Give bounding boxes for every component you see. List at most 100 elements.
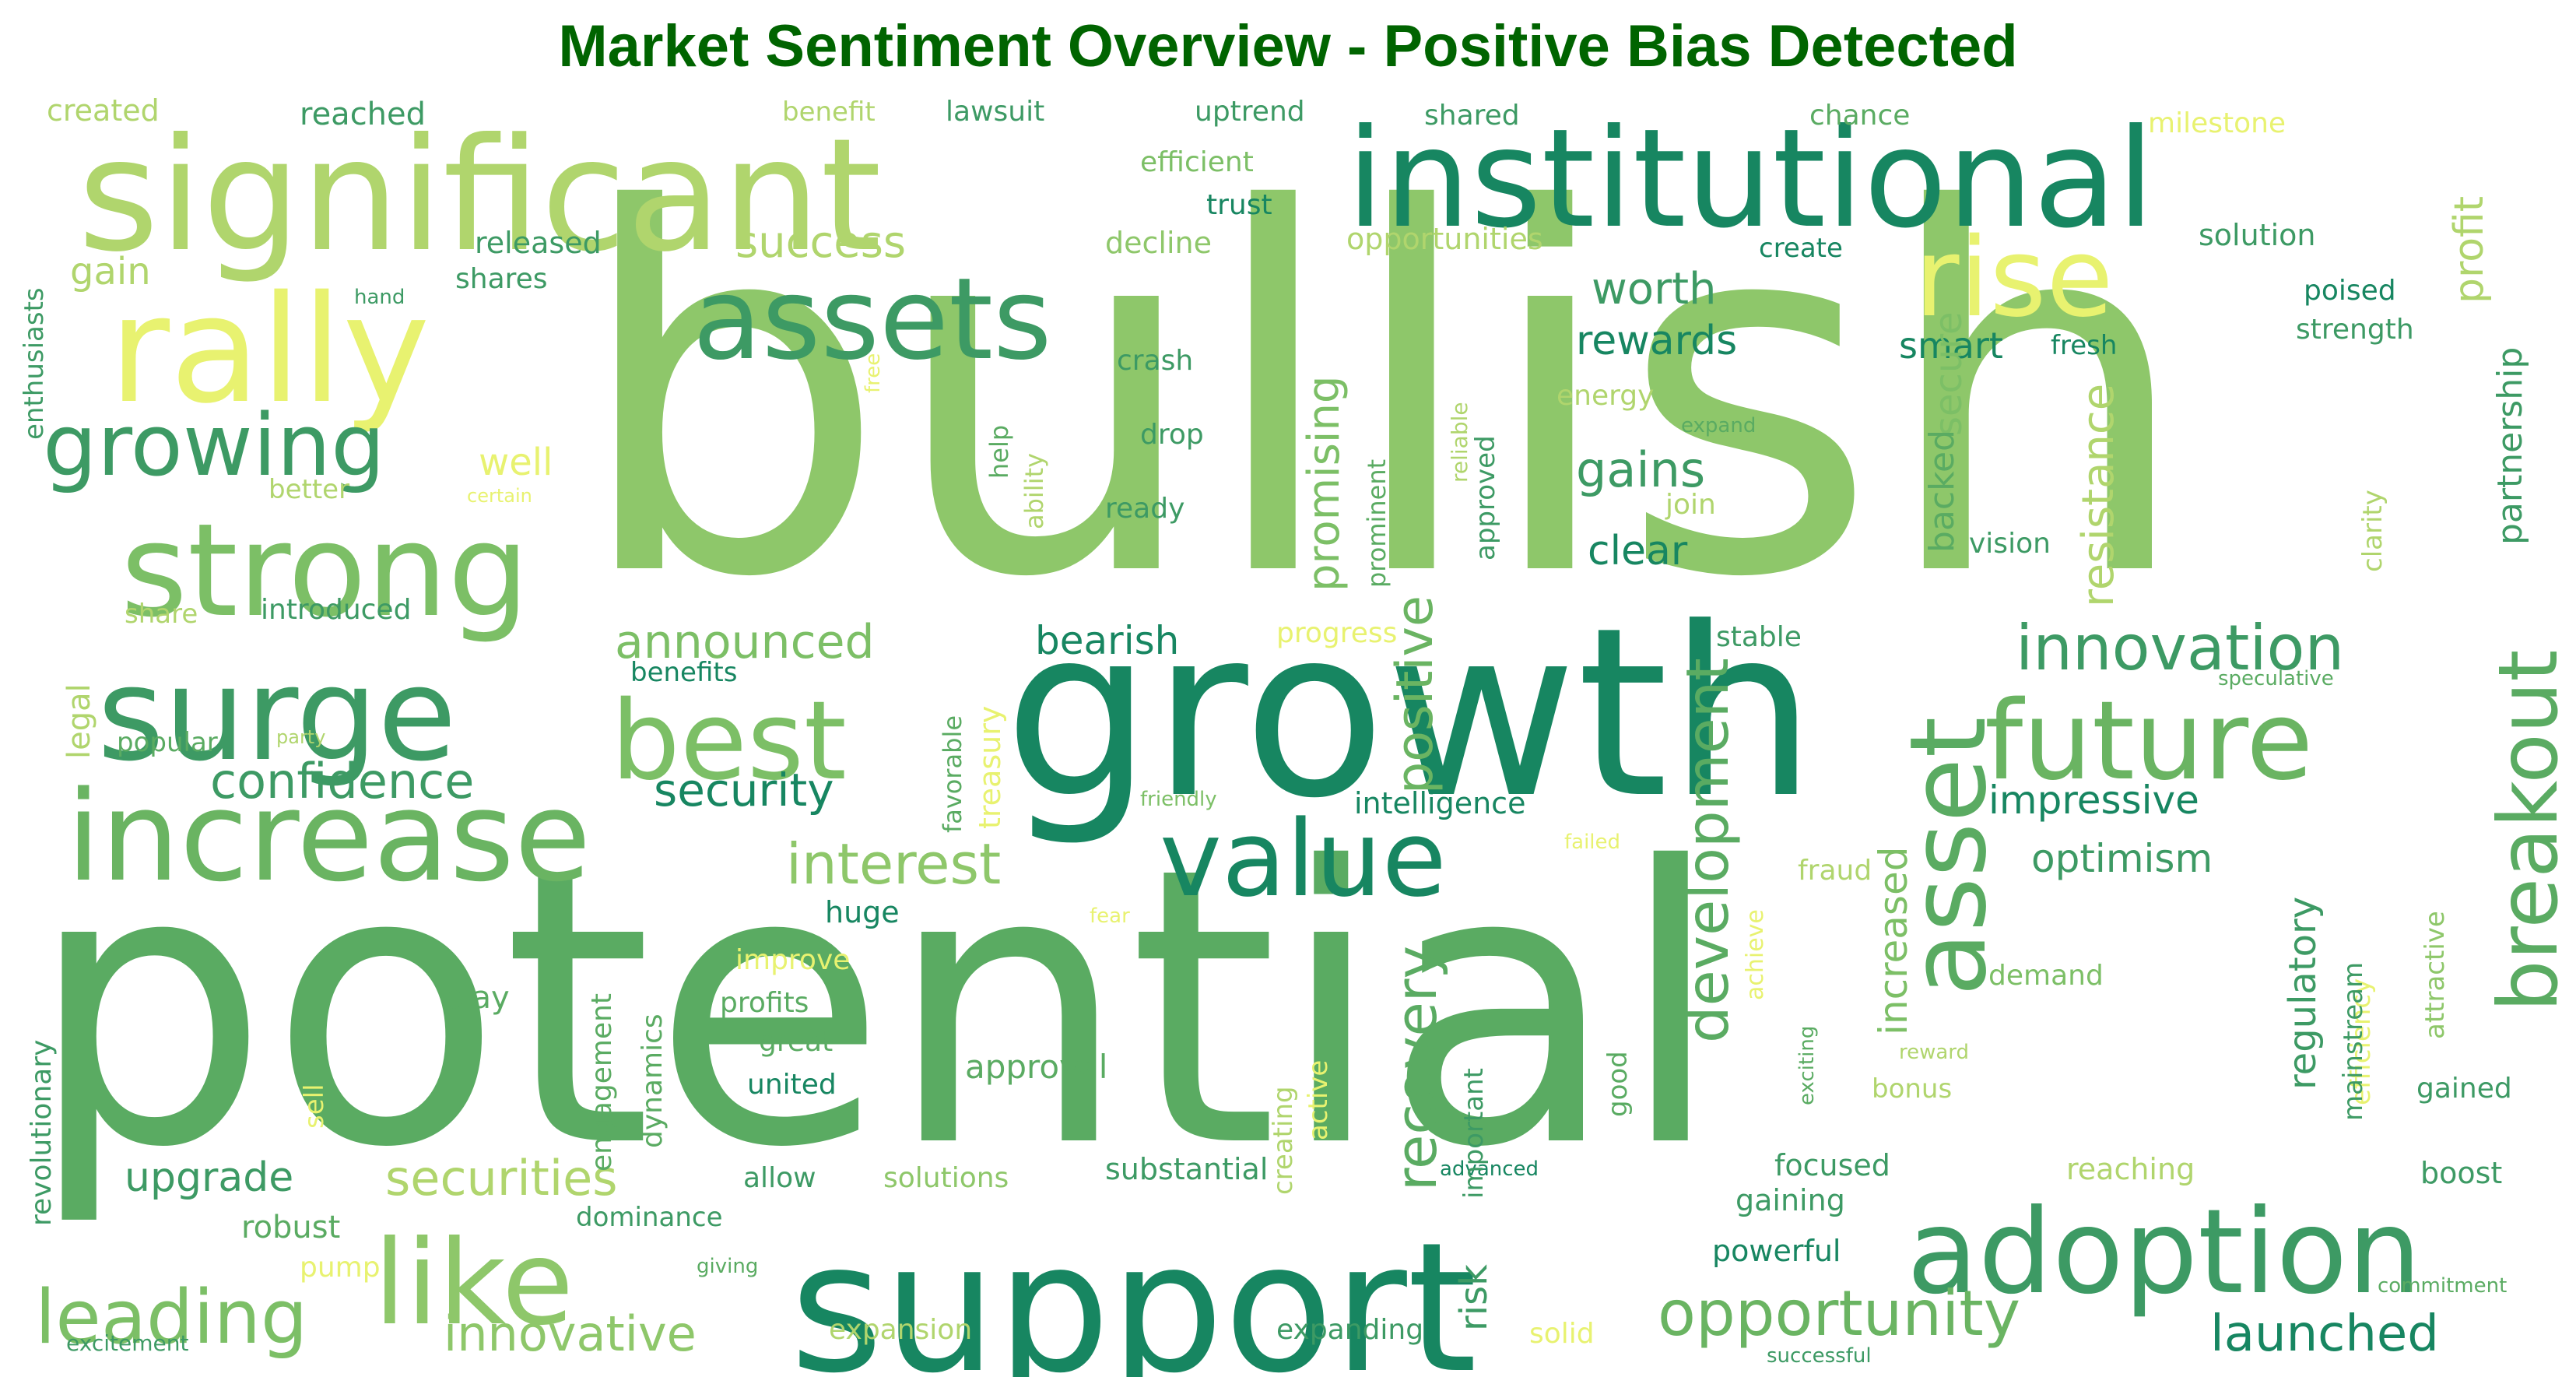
word-leading: leading — [35, 1275, 307, 1361]
word-growth: growth — [1004, 578, 1816, 849]
word-regulatory: regulatory — [2281, 897, 2325, 1090]
word-worth: worth — [1592, 264, 1717, 314]
word-rise: rise — [1914, 215, 2114, 342]
word-well: well — [479, 441, 553, 484]
word-ability: ability — [1020, 453, 1049, 529]
word-hand: hand — [354, 286, 405, 309]
word-expanding: expanding — [1276, 1314, 1423, 1346]
word-exciting: exciting — [1795, 1026, 1819, 1105]
word-certain: certain — [467, 485, 532, 507]
word-increased: increased — [1871, 847, 1916, 1035]
word-benefits: benefits — [630, 657, 737, 688]
word-strength: strength — [2296, 314, 2414, 346]
word-improve: improve — [735, 944, 850, 976]
word-expansion: expansion — [829, 1314, 972, 1346]
word-reliable: reliable — [1447, 402, 1472, 483]
word-backed: backed — [1922, 430, 1962, 553]
word-shares: shares — [455, 263, 548, 295]
word-upgrade: upgrade — [125, 1154, 293, 1201]
word-join: join — [1665, 489, 1716, 521]
word-opportunity: opportunity — [1658, 1277, 2020, 1350]
word-reward: reward — [1899, 1041, 1969, 1064]
word-security: security — [654, 764, 834, 817]
word-decline: decline — [1105, 226, 1212, 260]
word-huge: huge — [825, 895, 900, 929]
word-introduced: introduced — [261, 594, 411, 626]
word-created: created — [47, 93, 160, 128]
word-increase: increase — [66, 764, 591, 909]
word-potential: potential — [27, 786, 1724, 1231]
word-giving: giving — [697, 1255, 758, 1278]
word-chance: chance — [1809, 100, 1910, 132]
word-expand: expand — [1681, 414, 1756, 437]
word-assets: assets — [693, 254, 1052, 385]
word-drop: drop — [1140, 419, 1204, 451]
word-play: play — [444, 980, 510, 1016]
word-positive: positive — [1386, 595, 1444, 794]
word-solutions: solutions — [883, 1162, 1009, 1194]
word-adoption: adoption — [1907, 1185, 2421, 1320]
word-allow: allow — [743, 1162, 816, 1194]
word-efficiency: efficiency — [2346, 978, 2377, 1105]
word-breakout: breakout — [2481, 650, 2576, 1012]
word-opportunities: opportunities — [1346, 222, 1543, 256]
word-intelligence: intelligence — [1354, 786, 1525, 820]
word-fresh: fresh — [2051, 330, 2117, 361]
word-trust: trust — [1206, 189, 1272, 221]
word-progress: progress — [1276, 617, 1397, 649]
word-profits: profits — [720, 987, 809, 1019]
word-powerful: powerful — [1712, 1234, 1841, 1268]
word-energy: energy — [1556, 380, 1654, 412]
word-favorable: favorable — [938, 715, 967, 833]
word-profit: profit — [2446, 196, 2493, 304]
word-better: better — [268, 474, 349, 505]
word-interest: interest — [786, 831, 1001, 897]
word-value: value — [1160, 798, 1447, 920]
word-bullish: bullish — [572, 106, 2194, 686]
word-solid: solid — [1529, 1318, 1595, 1350]
word-rally: rally — [109, 264, 430, 436]
word-fraud: fraud — [1798, 855, 1872, 887]
word-crash: crash — [1117, 345, 1193, 377]
word-sell: sell — [299, 1084, 330, 1129]
word-friendly: friendly — [1140, 788, 1217, 811]
word-reaching: reaching — [2066, 1152, 2195, 1186]
word-great: great — [759, 1026, 833, 1058]
word-approval: approval — [965, 1048, 1107, 1086]
word-innovative: innovative — [444, 1305, 697, 1362]
word-good: good — [1602, 1051, 1634, 1117]
word-promising: promising — [1299, 376, 1349, 592]
word-boost: boost — [2420, 1156, 2502, 1190]
word-development: development — [1673, 658, 1742, 1043]
word-gain: gain — [70, 250, 151, 293]
word-confidence: confidence — [210, 753, 474, 810]
word-engagement: engagement — [586, 993, 618, 1172]
word-prominent: prominent — [1362, 459, 1392, 588]
word-legal: legal — [61, 683, 97, 759]
word-uptrend: uptrend — [1195, 96, 1305, 128]
word-reached: reached — [300, 97, 426, 132]
word-growing: growing — [43, 395, 385, 495]
word-active: active — [1303, 1060, 1334, 1140]
word-secure: secure — [1927, 311, 1971, 436]
word-pump: pump — [300, 1252, 381, 1284]
word-milestone: milestone — [2148, 107, 2286, 139]
word-institutional: institutional — [1346, 100, 2155, 258]
word-bearish: bearish — [1035, 618, 1179, 663]
word-released: released — [475, 226, 602, 260]
word-demand: demand — [1988, 960, 2104, 992]
word-treasury: treasury — [973, 706, 1007, 829]
word-party: party — [276, 726, 325, 748]
word-smart: smart — [1899, 325, 2003, 367]
word-dynamics: dynamics — [637, 1013, 669, 1148]
word-excitement: excitement — [66, 1330, 188, 1356]
word-future: future — [1985, 678, 2313, 805]
word-substantial: substantial — [1105, 1152, 1268, 1186]
word-like: like — [374, 1216, 574, 1351]
word-share: share — [125, 599, 198, 630]
word-asset: asset — [1887, 717, 2009, 996]
word-mainstream: mainstream — [2338, 962, 2369, 1121]
word-efficient: efficient — [1140, 146, 1254, 178]
word-support: support — [790, 1205, 1477, 1377]
